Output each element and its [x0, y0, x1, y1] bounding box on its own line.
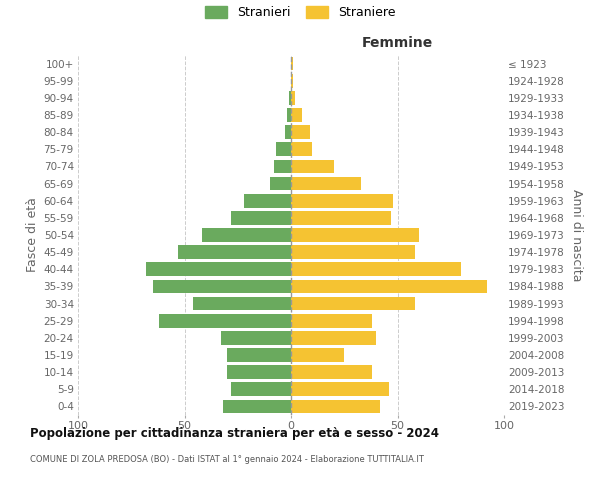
Bar: [291, 331, 376, 344]
Text: COMUNE DI ZOLA PREDOSA (BO) - Dati ISTAT al 1° gennaio 2024 - Elaborazione TUTTI: COMUNE DI ZOLA PREDOSA (BO) - Dati ISTAT…: [30, 455, 424, 464]
Bar: [291, 176, 361, 190]
Bar: [291, 280, 487, 293]
Bar: [244, 194, 291, 207]
Bar: [291, 314, 372, 328]
Bar: [193, 296, 291, 310]
Bar: [291, 194, 393, 207]
Bar: [291, 211, 391, 224]
Bar: [289, 91, 291, 104]
Bar: [227, 366, 291, 379]
Bar: [291, 74, 293, 88]
Bar: [291, 142, 313, 156]
Bar: [291, 91, 295, 104]
Bar: [291, 296, 415, 310]
Bar: [284, 126, 291, 139]
Bar: [178, 246, 291, 259]
Text: Popolazione per cittadinanza straniera per età e sesso - 2024: Popolazione per cittadinanza straniera p…: [30, 428, 439, 440]
Text: Femmine: Femmine: [362, 36, 433, 50]
Legend: Stranieri, Straniere: Stranieri, Straniere: [205, 6, 395, 19]
Y-axis label: Fasce di età: Fasce di età: [26, 198, 40, 272]
Bar: [152, 280, 291, 293]
Bar: [232, 382, 291, 396]
Bar: [270, 176, 291, 190]
Bar: [291, 382, 389, 396]
Bar: [287, 108, 291, 122]
Bar: [202, 228, 291, 242]
Bar: [291, 228, 419, 242]
Bar: [274, 160, 291, 173]
Bar: [232, 211, 291, 224]
Bar: [291, 262, 461, 276]
Bar: [223, 400, 291, 413]
Bar: [291, 56, 293, 70]
Bar: [276, 142, 291, 156]
Bar: [291, 400, 380, 413]
Bar: [291, 126, 310, 139]
Bar: [221, 331, 291, 344]
Bar: [291, 246, 415, 259]
Y-axis label: Anni di nascita: Anni di nascita: [571, 188, 583, 281]
Bar: [291, 366, 372, 379]
Bar: [291, 348, 344, 362]
Bar: [227, 348, 291, 362]
Bar: [291, 108, 302, 122]
Bar: [146, 262, 291, 276]
Bar: [159, 314, 291, 328]
Bar: [291, 160, 334, 173]
